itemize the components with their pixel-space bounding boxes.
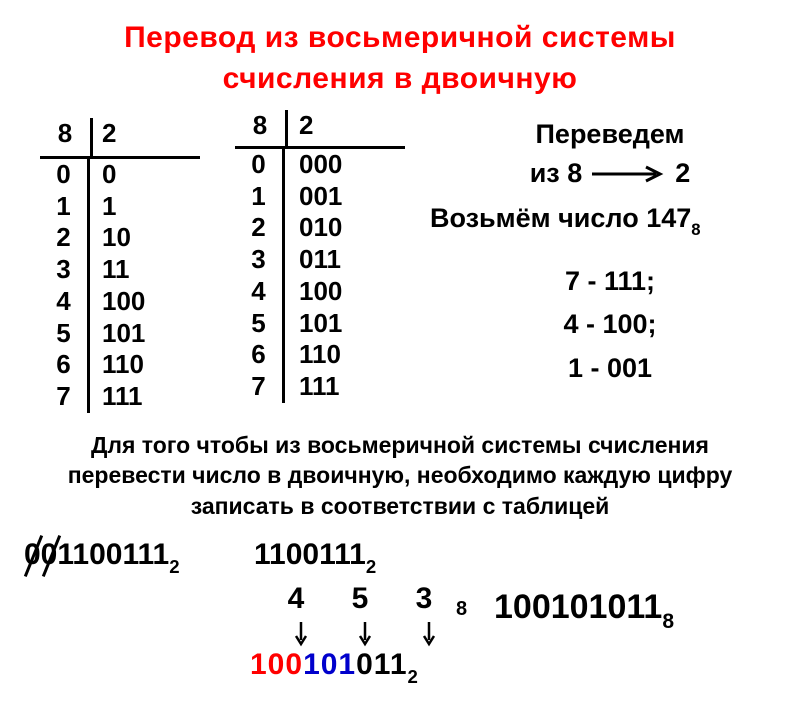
octal-digits-row: 4538: [264, 582, 467, 621]
l3-sub: 8: [691, 220, 700, 239]
example-line-1: Переведем: [430, 115, 790, 154]
l2-from: 8: [567, 158, 582, 188]
final-sub: 8: [662, 610, 674, 633]
table2-oct-5: 5: [235, 308, 282, 340]
binary-trimmed-value: 1100111: [254, 538, 366, 571]
conversion-table-1: 8 2 0 1 2 3 4 5 6 7 0 1 10 11 100 101 11…: [40, 118, 150, 413]
digit-1: 5: [328, 582, 392, 616]
final-value: 100101011: [494, 588, 662, 626]
bin-part-0: 100: [250, 648, 303, 681]
table2-bin-6: 110: [299, 339, 342, 371]
l2-to: 2: [675, 158, 690, 188]
instruction-paragraph: Для того чтобы из восьмеричной системы с…: [40, 430, 760, 521]
l3-prefix: Возьмём число: [430, 203, 646, 233]
table2-bin-4: 100: [299, 276, 342, 308]
table2-oct-0: 0: [235, 149, 282, 181]
table1-bin-6: 110: [102, 349, 145, 381]
binary-full-sub: 2: [169, 556, 179, 577]
table1-header-oct: 8: [40, 118, 90, 149]
table2-bin-5: 101: [299, 308, 342, 340]
bin-part-1: 101: [303, 648, 356, 681]
table2-bin-3: 011: [299, 244, 342, 276]
table1-bin-3: 11: [102, 254, 145, 286]
table1-bin-7: 111: [102, 381, 145, 413]
table1-bin-5: 101: [102, 318, 145, 350]
table1-oct-5: 5: [40, 318, 87, 350]
conversion-table-2: 8 2 0 1 2 3 4 5 6 7 000 001 010 011 100 …: [235, 110, 355, 403]
table2-bin-0: 000: [299, 149, 342, 181]
digits-sub: 8: [456, 598, 467, 621]
arrow-down-icon: [422, 620, 436, 648]
map-3: 1 - 001: [430, 347, 790, 390]
binary-trimmed-sub: 2: [366, 556, 376, 577]
l3-num: 147: [646, 203, 691, 233]
table1-bin-4: 100: [102, 286, 145, 318]
table1-oct-3: 3: [40, 254, 87, 286]
table2-oct-1: 1: [235, 181, 282, 213]
example-block: Переведем из 8 2 Возьмём число 1478 7 - …: [430, 115, 790, 390]
table2-oct-2: 2: [235, 212, 282, 244]
table2-oct-3: 3: [235, 244, 282, 276]
example-line-2: из 8 2: [430, 154, 790, 194]
table2-bin-7: 111: [299, 371, 342, 403]
table1-oct-2: 2: [40, 222, 87, 254]
final-number: 1001010118: [494, 588, 674, 632]
table1-bin-0: 0: [102, 159, 145, 191]
digit-mapping: 7 - 111; 4 - 100; 1 - 001: [430, 260, 790, 390]
map-1: 7 - 111;: [430, 260, 790, 303]
table1-oct-7: 7: [40, 381, 87, 413]
arrow-down-icon: [294, 620, 308, 648]
table1-header-bin: 2: [90, 118, 150, 149]
table1-oct-0: 0: [40, 159, 87, 191]
arrow-down-icon: [358, 620, 372, 648]
bin-part-2: 011: [356, 648, 407, 681]
digit-0: 4: [264, 582, 328, 616]
table2-header-oct: 8: [235, 110, 285, 141]
arrow-right-icon: [590, 155, 668, 194]
table2-oct-7: 7: [235, 371, 282, 403]
map-2: 4 - 100;: [430, 303, 790, 346]
table2-bin-1: 001: [299, 181, 342, 213]
table1-bin-1: 1: [102, 191, 145, 223]
binary-parts-row: 1001010112: [250, 648, 419, 686]
table1-bin-2: 10: [102, 222, 145, 254]
table2-oct-4: 4: [235, 276, 282, 308]
digit-2: 3: [392, 582, 456, 616]
table2-header-bin: 2: [285, 110, 355, 141]
binary-trimmed: 11001112: [254, 538, 376, 576]
bin-parts-sub: 2: [408, 666, 419, 687]
table1-oct-6: 6: [40, 349, 87, 381]
title-line-1: Перевод из восьмеричной системы: [0, 18, 800, 59]
title-line-2: счисления в двоичную: [0, 59, 800, 100]
l2-prefix: из: [530, 158, 568, 188]
table1-oct-4: 4: [40, 286, 87, 318]
table2-oct-6: 6: [235, 339, 282, 371]
page-title: Перевод из восьмеричной системы счислени…: [0, 0, 800, 99]
table2-bin-2: 010: [299, 212, 342, 244]
example-line-3: Возьмём число 1478: [430, 199, 790, 241]
table1-oct-1: 1: [40, 191, 87, 223]
